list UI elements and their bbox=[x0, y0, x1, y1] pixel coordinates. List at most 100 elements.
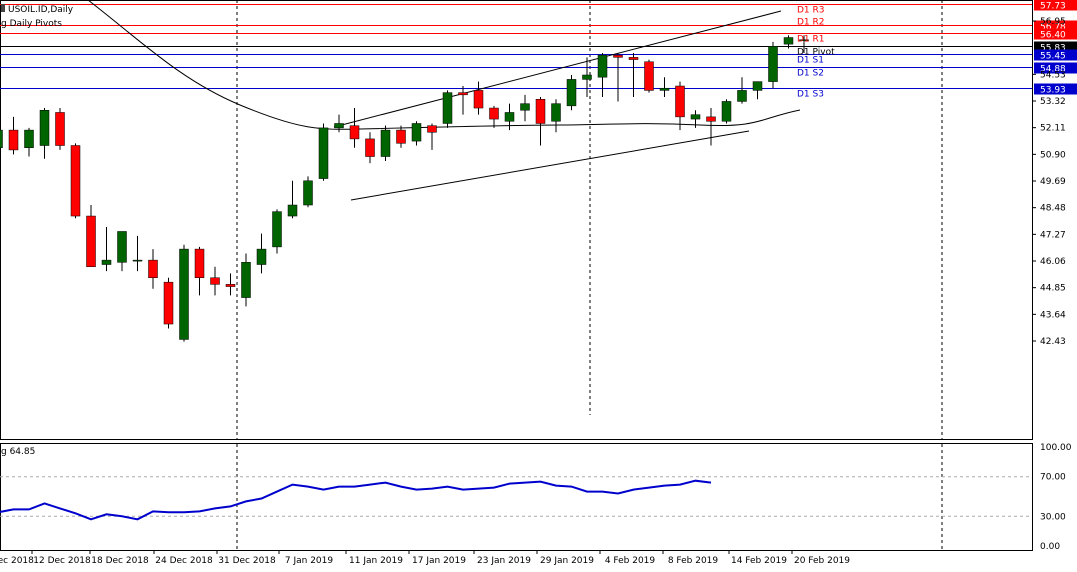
date-tick-label: 8 Feb 2019 bbox=[668, 556, 719, 566]
candle-body bbox=[287, 204, 298, 217]
price-tick-label: 49.69 bbox=[1040, 177, 1066, 187]
candle[interactable] bbox=[535, 97, 546, 146]
candle[interactable] bbox=[24, 127, 34, 157]
lower-channel-line[interactable] bbox=[350, 130, 750, 201]
candle[interactable] bbox=[55, 108, 65, 150]
candle[interactable] bbox=[380, 125, 391, 161]
candle[interactable] bbox=[303, 176, 313, 208]
candle[interactable] bbox=[799, 35, 809, 53]
candle-body bbox=[318, 127, 329, 179]
candle[interactable] bbox=[520, 94, 530, 122]
candle[interactable] bbox=[70, 143, 81, 219]
candle[interactable] bbox=[628, 52, 639, 98]
candle[interactable] bbox=[0, 121, 3, 156]
candle[interactable] bbox=[489, 105, 499, 128]
candle-body bbox=[349, 125, 360, 140]
candle-body bbox=[148, 259, 158, 278]
candle[interactable] bbox=[225, 273, 236, 296]
pivot-label: D1 S2 bbox=[797, 69, 824, 79]
candle-body bbox=[628, 57, 639, 60]
candle[interactable] bbox=[117, 231, 127, 272]
candle-body bbox=[582, 74, 592, 80]
candle-body bbox=[55, 112, 65, 146]
candle[interactable] bbox=[644, 59, 654, 93]
candle-body bbox=[225, 284, 236, 287]
candle[interactable] bbox=[473, 81, 484, 115]
candles[interactable] bbox=[0, 35, 809, 342]
candle[interactable] bbox=[737, 77, 747, 104]
price-tag-text: 55.83 bbox=[1040, 44, 1066, 54]
candle[interactable] bbox=[721, 99, 732, 124]
candle[interactable] bbox=[427, 123, 437, 150]
candle-body bbox=[0, 129, 3, 148]
price-tag-text: 56.78 bbox=[1040, 23, 1066, 33]
candle[interactable] bbox=[148, 249, 158, 289]
candle-body bbox=[179, 248, 189, 340]
candle[interactable] bbox=[318, 123, 329, 181]
candle[interactable] bbox=[179, 244, 189, 342]
candle[interactable] bbox=[349, 108, 360, 148]
candle[interactable] bbox=[582, 57, 592, 98]
upper-channel-line[interactable] bbox=[333, 10, 782, 128]
candle[interactable] bbox=[272, 209, 282, 254]
candle-body bbox=[799, 39, 809, 41]
candle-body bbox=[644, 61, 654, 91]
candle-body bbox=[520, 103, 530, 111]
candle[interactable] bbox=[675, 81, 685, 131]
candle[interactable] bbox=[39, 108, 50, 159]
candle-body bbox=[442, 92, 453, 124]
sub-indicator-value: g 64.85 bbox=[1, 447, 35, 457]
price-tick-label: 50.90 bbox=[1040, 150, 1066, 160]
candle-body bbox=[721, 101, 732, 122]
candle-body bbox=[163, 281, 174, 325]
candle[interactable] bbox=[752, 81, 763, 100]
sub-tick-label: 70.00 bbox=[1040, 473, 1066, 483]
candle[interactable] bbox=[690, 110, 701, 128]
candle[interactable] bbox=[613, 52, 623, 102]
price-tag bbox=[1034, 83, 1077, 95]
candle[interactable] bbox=[504, 103, 515, 131]
candle-body bbox=[256, 248, 267, 265]
candle[interactable] bbox=[163, 277, 174, 329]
candle[interactable] bbox=[210, 266, 220, 296]
candle-body bbox=[675, 85, 685, 118]
candle[interactable] bbox=[194, 246, 205, 296]
candle[interactable] bbox=[551, 99, 561, 133]
candle[interactable] bbox=[365, 132, 375, 164]
candle[interactable] bbox=[8, 116, 19, 155]
candle[interactable] bbox=[256, 233, 267, 274]
candle-body bbox=[194, 248, 205, 278]
candle[interactable] bbox=[396, 125, 406, 148]
date-tick-label: 20 Feb 2019 bbox=[794, 556, 850, 566]
candle[interactable] bbox=[287, 180, 298, 219]
candle-body bbox=[39, 110, 50, 146]
date-tick-label: 24 Dec 2018 bbox=[155, 556, 213, 566]
candle-body bbox=[706, 116, 716, 122]
candle-body bbox=[24, 129, 34, 148]
candle[interactable] bbox=[442, 90, 453, 128]
price-tick-label: 43.64 bbox=[1040, 310, 1066, 320]
candle[interactable] bbox=[768, 41, 778, 89]
candle[interactable] bbox=[597, 52, 608, 98]
candle[interactable] bbox=[706, 108, 716, 146]
date-tick-label: 17 Jan 2019 bbox=[412, 556, 466, 566]
candle-body bbox=[101, 259, 112, 265]
candle-body bbox=[117, 231, 127, 263]
candle[interactable] bbox=[458, 86, 468, 115]
candle[interactable] bbox=[101, 227, 112, 272]
candle[interactable] bbox=[241, 253, 251, 307]
candle[interactable] bbox=[132, 235, 143, 272]
candle[interactable] bbox=[566, 74, 577, 111]
indicator-title: g Daily Pivots bbox=[1, 19, 62, 29]
candle[interactable] bbox=[659, 77, 670, 98]
candle-body bbox=[210, 277, 220, 285]
candle-body bbox=[504, 112, 515, 122]
price-tag bbox=[1034, 0, 1077, 11]
candle[interactable] bbox=[334, 114, 344, 133]
candle[interactable] bbox=[411, 121, 422, 146]
candle[interactable] bbox=[783, 35, 794, 49]
candle[interactable] bbox=[86, 205, 96, 267]
